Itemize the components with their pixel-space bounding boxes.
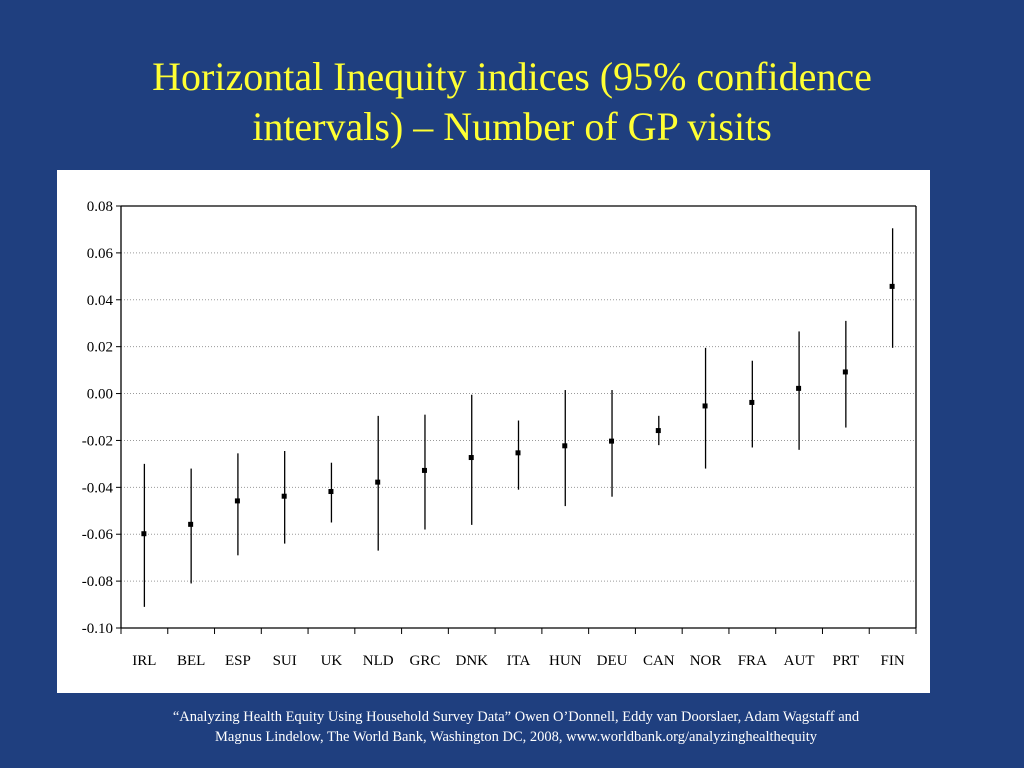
y-tick-label: 0.06 [87,246,114,262]
point-estimate [281,493,287,499]
point-estimate [188,521,194,527]
point-estimate [609,438,615,444]
x-tick-label: FRA [738,653,767,669]
y-tick-label: -0.02 [82,433,113,449]
point-estimate [655,428,661,434]
x-tick-label: IRL [132,653,156,669]
point-estimate [702,403,708,409]
source-citation: “Analyzing Health Equity Using Household… [60,707,972,747]
y-tick-label: 0.04 [87,293,114,309]
hi-index-chart: 0.08 0.06 0.04 0.02 0.00 -0.02 -0.04 -0.06 -0.08… [82,199,917,669]
y-tick-label: -0.08 [82,574,113,590]
x-tick-label: CAN [643,653,675,669]
x-tick-label: BEL [177,653,205,669]
y-tick-label: 0.00 [87,387,113,403]
y-tick-label: -0.10 [82,621,113,637]
x-tick-label: DNK [455,653,488,669]
x-tick-label: DEU [597,653,628,669]
x-tick-label: GRC [410,653,441,669]
y-tick-label: 0.08 [87,199,113,215]
title-line-1: Horizontal Inequity indices (95% confide… [152,54,872,99]
point-estimate [234,498,240,504]
point-estimate [749,399,755,405]
point-estimate [375,479,381,485]
point-estimate [141,531,147,537]
x-tick-label: FIN [881,653,905,669]
point-estimate [796,385,802,391]
x-tick-label: UK [321,653,343,669]
point-estimate [468,455,474,461]
point-estimate [842,369,848,375]
point-estimate [562,443,568,449]
y-tick-label: 0.02 [87,340,113,356]
y-tick-label: -0.04 [82,480,114,496]
x-tick-label: ESP [225,653,251,669]
point-estimate [421,467,427,473]
citation-line-1: “Analyzing Health Equity Using Household… [172,709,860,725]
point-estimate [889,283,895,289]
x-tick-label: ITA [507,653,531,669]
y-tick-label: -0.06 [82,527,114,543]
slide-title: Horizontal Inequity indices (95% confide… [60,52,964,152]
title-line-2: intervals) – Number of GP visits [252,104,772,149]
point-estimate [515,450,521,456]
x-tick-label: NLD [363,653,394,669]
chart-panel: 0.08 0.06 0.04 0.02 0.00 -0.02 -0.04 -0.06 -0.08… [57,170,930,693]
x-tick-label: HUN [549,653,582,669]
x-tick-label: SUI [273,653,297,669]
point-estimate [328,489,334,495]
x-tick-label: PRT [833,653,860,669]
x-tick-label: AUT [784,653,815,669]
citation-line-2: Magnus Lindelow, The World Bank, Washing… [214,729,818,745]
x-tick-label: NOR [690,653,722,669]
